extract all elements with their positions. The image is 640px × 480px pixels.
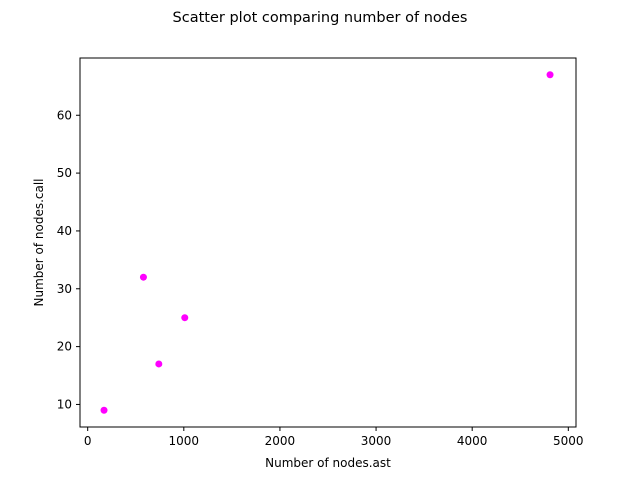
- x-tick-label: 4000: [457, 434, 488, 448]
- y-tick-label: 50: [57, 166, 72, 180]
- y-axis-label: Number of nodes.call: [32, 178, 46, 306]
- scatter-point: [100, 406, 108, 414]
- y-tick-label: 10: [57, 397, 72, 411]
- plot-frame: [79, 57, 577, 428]
- scatter-point: [155, 360, 163, 368]
- y-tick-label: 40: [57, 224, 72, 238]
- y-tick-label: 30: [57, 282, 72, 296]
- y-axis: 10 20 30 40 50 60: [57, 108, 80, 411]
- data-points: [100, 71, 554, 414]
- x-axis-label: Number of nodes.ast: [265, 456, 391, 470]
- x-tick-label: 2000: [265, 434, 296, 448]
- scatter-point: [139, 273, 147, 281]
- x-tick-label: 3000: [361, 434, 392, 448]
- y-tick-label: 60: [57, 108, 72, 122]
- x-tick-label: 0: [84, 434, 92, 448]
- y-tick-label: 20: [57, 340, 72, 354]
- scatter-point: [546, 71, 554, 79]
- scatter-point: [181, 314, 189, 322]
- x-axis: 0 1000 2000 3000 4000 5000: [84, 427, 584, 448]
- x-tick-label: 5000: [553, 434, 584, 448]
- chart-title: Scatter plot comparing number of nodes: [173, 10, 468, 26]
- x-tick-label: 1000: [169, 434, 200, 448]
